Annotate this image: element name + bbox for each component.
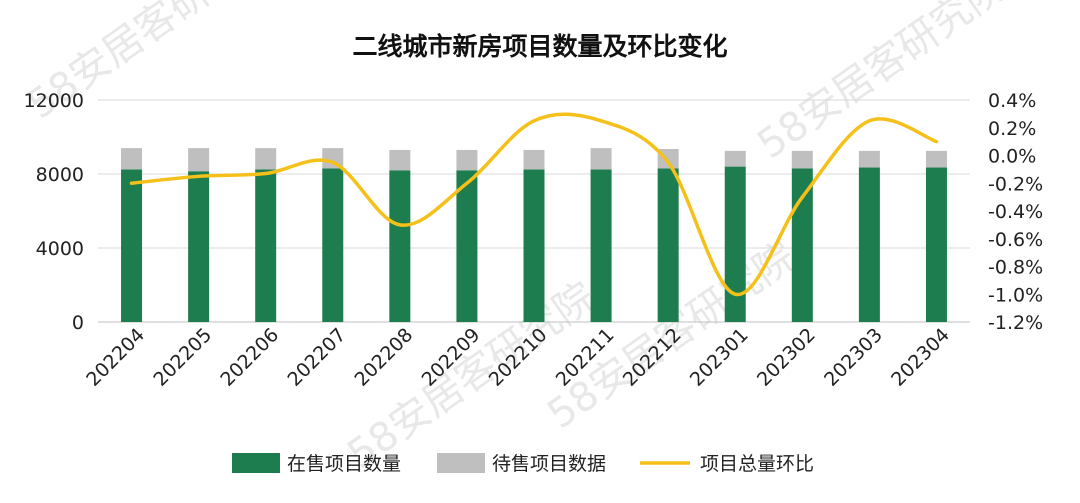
x-tick-label: 202204 <box>82 324 149 391</box>
bar-on-sale <box>657 168 679 322</box>
right-tick-label: -0.4% <box>988 201 1043 223</box>
bar-pending <box>791 150 813 169</box>
legend: 在售项目数量 待售项目数据 项目总量环比 <box>232 453 814 475</box>
left-tick-label: 12000 <box>24 90 84 112</box>
right-axis-ticks: 0.4% 0.2% 0.0% -0.2% -0.4% -0.6% -0.8% -1.0% -1.… <box>988 90 1043 334</box>
bar-on-sale <box>255 169 277 322</box>
bar-on-sale <box>121 169 143 322</box>
x-tick-label: 202207 <box>283 324 350 391</box>
bar-pending <box>121 148 143 170</box>
bar-pending <box>456 149 478 171</box>
ratio-line <box>129 112 939 297</box>
legend-label: 项目总量环比 <box>700 453 814 475</box>
bar-pending <box>389 149 411 171</box>
right-tick-label: 0.4% <box>988 90 1036 112</box>
left-tick-label: 4000 <box>36 238 84 260</box>
legend-swatch <box>437 453 485 473</box>
right-tick-label: -0.6% <box>988 229 1043 251</box>
chart-title: 二线城市新房项目数量及环比变化 <box>352 32 727 61</box>
legend-swatch <box>232 453 280 473</box>
x-tick-label: 202303 <box>820 324 887 391</box>
x-tick-label: 202304 <box>887 324 954 391</box>
bar-on-sale <box>188 171 210 322</box>
left-axis-ticks: 0 4000 8000 12000 <box>24 90 84 334</box>
right-tick-label: -1.0% <box>988 284 1043 306</box>
bar-on-sale <box>389 170 411 322</box>
bar-on-sale <box>322 168 344 322</box>
bar-on-sale <box>858 167 880 322</box>
bar-on-sale <box>925 167 947 322</box>
bar-pending <box>724 150 746 167</box>
legend-label: 在售项目数量 <box>287 453 401 475</box>
legend-label: 待售项目数据 <box>492 453 606 475</box>
right-tick-label: 0.0% <box>988 146 1036 168</box>
x-tick-label: 202205 <box>149 324 216 391</box>
bar-on-sale <box>456 170 478 322</box>
x-tick-label: 202302 <box>753 324 820 391</box>
bar-pending <box>255 148 277 170</box>
right-tick-label: 0.2% <box>988 118 1036 140</box>
right-tick-label: -0.2% <box>988 173 1043 195</box>
bar-on-sale <box>523 169 545 322</box>
left-tick-label: 0 <box>72 312 84 334</box>
x-tick-label: 202208 <box>351 324 418 391</box>
bar-on-sale <box>724 166 746 322</box>
bar-on-sale <box>590 169 612 322</box>
bars <box>121 148 947 322</box>
bar-pending <box>858 150 880 168</box>
watermark-text: 58安居客研究院 <box>749 0 1014 168</box>
bar-on-sale <box>791 168 813 322</box>
right-tick-label: -0.8% <box>988 257 1043 279</box>
ratio-line-path <box>129 112 939 297</box>
bar-pending <box>590 148 612 170</box>
right-tick-label: -1.2% <box>988 312 1043 334</box>
bar-pending <box>188 148 210 172</box>
left-tick-label: 8000 <box>36 164 84 186</box>
x-tick-label: 202206 <box>216 324 283 391</box>
bar-pending <box>523 149 545 170</box>
bar-pending <box>925 150 947 168</box>
